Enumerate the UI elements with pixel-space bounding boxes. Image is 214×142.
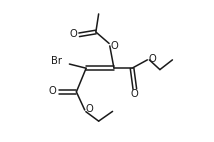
Text: O: O: [148, 54, 156, 64]
Text: O: O: [69, 29, 77, 39]
Text: O: O: [130, 89, 138, 99]
Text: O: O: [48, 86, 56, 96]
Text: O: O: [111, 41, 119, 51]
Text: O: O: [85, 104, 93, 114]
Text: Br: Br: [51, 56, 62, 66]
